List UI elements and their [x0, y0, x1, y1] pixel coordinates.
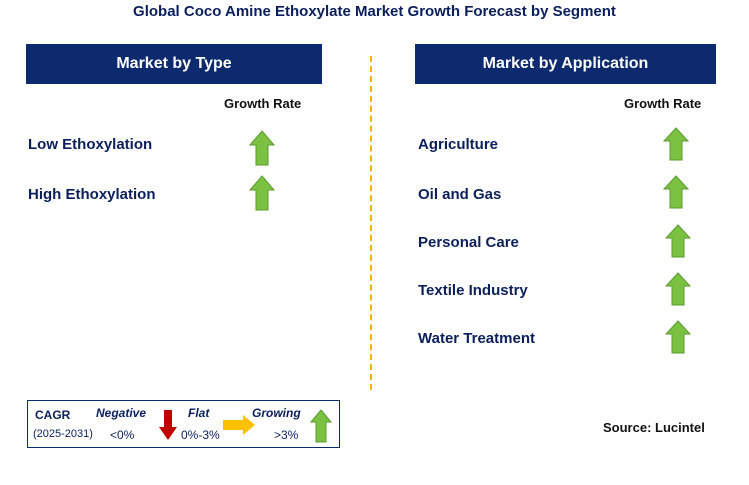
panel-divider	[370, 56, 372, 390]
market-by-application-header: Market by Application	[415, 44, 716, 84]
up-arrow-icon	[663, 127, 689, 161]
up-arrow-icon	[665, 272, 691, 306]
legend-cagr-label: CAGR	[35, 408, 71, 422]
page-title: Global Coco Amine Ethoxylate Market Grow…	[133, 3, 616, 20]
legend-flat-range: 0%-3%	[181, 428, 220, 442]
up-arrow-icon	[249, 175, 275, 211]
type-growth-rate-label: Growth Rate	[224, 96, 302, 111]
type-row-high-ethoxylation: High Ethoxylation	[28, 186, 156, 203]
source-credit: Source: Lucintel	[603, 420, 705, 435]
up-arrow-icon	[665, 320, 691, 354]
up-arrow-icon	[310, 409, 332, 443]
up-arrow-icon	[249, 130, 275, 166]
legend-period: (2025-2031)	[33, 428, 93, 440]
application-row-oil-and-gas: Oil and Gas	[418, 186, 502, 203]
market-by-type-header: Market by Type	[26, 44, 322, 84]
application-row-textile-industry: Textile Industry	[418, 282, 528, 299]
up-arrow-icon	[663, 175, 689, 209]
cagr-legend: CAGR (2025-2031) Negative <0% Flat 0%-3%…	[27, 400, 340, 448]
legend-growing-range: >3%	[274, 428, 299, 442]
legend-negative-label: Negative	[96, 406, 147, 420]
legend-flat-label: Flat	[188, 406, 210, 420]
application-row-water-treatment: Water Treatment	[418, 330, 535, 347]
application-row-personal-care: Personal Care	[418, 234, 519, 251]
up-arrow-icon	[665, 224, 691, 258]
legend-growing-label: Growing	[252, 406, 301, 420]
application-growth-rate-label: Growth Rate	[624, 96, 702, 111]
right-arrow-icon	[223, 415, 255, 435]
application-row-agriculture: Agriculture	[418, 136, 499, 153]
legend-negative-range: <0%	[110, 428, 135, 442]
down-arrow-icon	[159, 410, 177, 440]
type-row-low-ethoxylation: Low Ethoxylation	[28, 136, 153, 153]
